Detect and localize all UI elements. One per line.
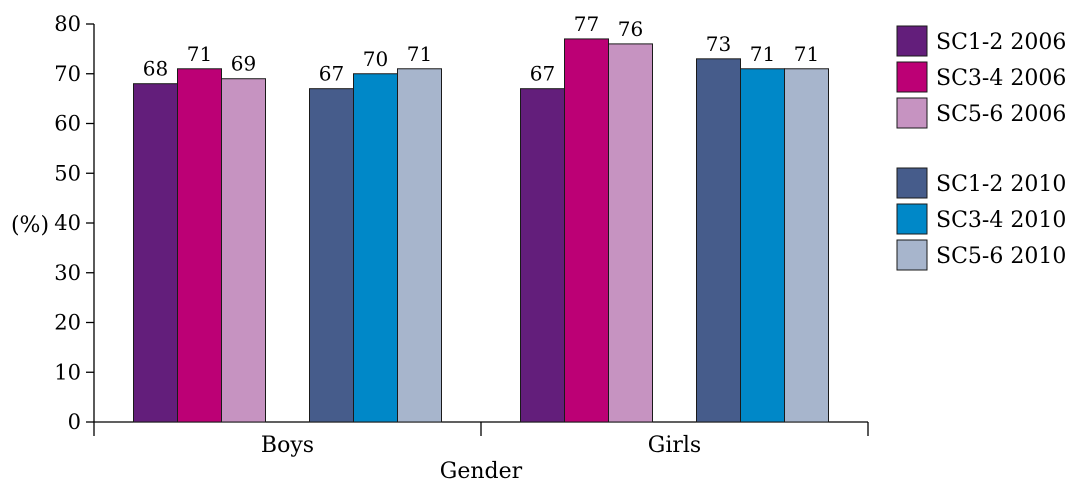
bar (309, 88, 354, 423)
bar (520, 88, 565, 423)
bar (221, 78, 266, 423)
y-axis: 0 10 20 30 40 50 60 70 80 (54, 12, 95, 434)
bar (133, 83, 178, 423)
legend-label: SC5-6 2010 (936, 244, 1066, 269)
legend-swatch (896, 25, 928, 57)
bars-group (133, 38, 829, 423)
legend-label: SC3-4 2010 (936, 208, 1066, 233)
legend-swatch (896, 239, 928, 271)
x-category-label: Boys (261, 433, 314, 458)
legend-label: SC1-2 2006 (936, 30, 1066, 55)
data-label: 71 (407, 42, 432, 66)
legend-label: SC3-4 2006 (936, 66, 1066, 91)
y-tick-label: 60 (54, 112, 81, 136)
data-label: 67 (319, 62, 344, 86)
data-label: 68 (143, 57, 168, 81)
x-axis-title: Gender (440, 459, 523, 484)
y-tick-label: 50 (54, 161, 81, 185)
legend-label: SC5-6 2006 (936, 102, 1066, 127)
x-category-label: Girls (648, 433, 701, 458)
legend-swatch (896, 203, 928, 235)
legend: SC1-2 2006 SC3-4 2006 SC5-6 2006 SC1-2 2010… (896, 25, 1066, 271)
legend-label: SC1-2 2010 (936, 172, 1066, 197)
y-tick-label: 0 (68, 410, 81, 434)
data-label: 71 (750, 42, 775, 66)
data-label: 77 (574, 12, 599, 36)
bar (608, 43, 653, 423)
y-tick-label: 40 (54, 211, 81, 235)
data-labels-group: 68 71 69 67 70 71 67 77 76 73 71 71 (143, 12, 819, 86)
bar (696, 58, 741, 423)
data-label: 70 (363, 47, 388, 71)
bar (353, 73, 398, 423)
y-tick-label: 10 (54, 360, 81, 384)
bar (784, 68, 829, 423)
bar (397, 68, 442, 423)
data-label: 71 (187, 42, 212, 66)
bar (177, 68, 222, 423)
y-tick-label: 30 (54, 261, 81, 285)
y-tick-label: 80 (54, 12, 81, 36)
data-label: 73 (706, 32, 731, 56)
bar (740, 68, 785, 423)
legend-swatch (896, 167, 928, 199)
legend-swatch (896, 97, 928, 129)
bar (564, 38, 609, 423)
data-label: 69 (231, 52, 256, 76)
data-label: 71 (794, 42, 819, 66)
data-label: 76 (618, 17, 643, 41)
legend-swatch (896, 61, 928, 93)
y-tick-label: 20 (54, 311, 81, 335)
y-axis-title: (%) (11, 213, 49, 238)
data-label: 67 (530, 62, 555, 86)
x-axis: Boys Girls (93, 421, 869, 458)
y-tick-label: 70 (54, 62, 81, 86)
